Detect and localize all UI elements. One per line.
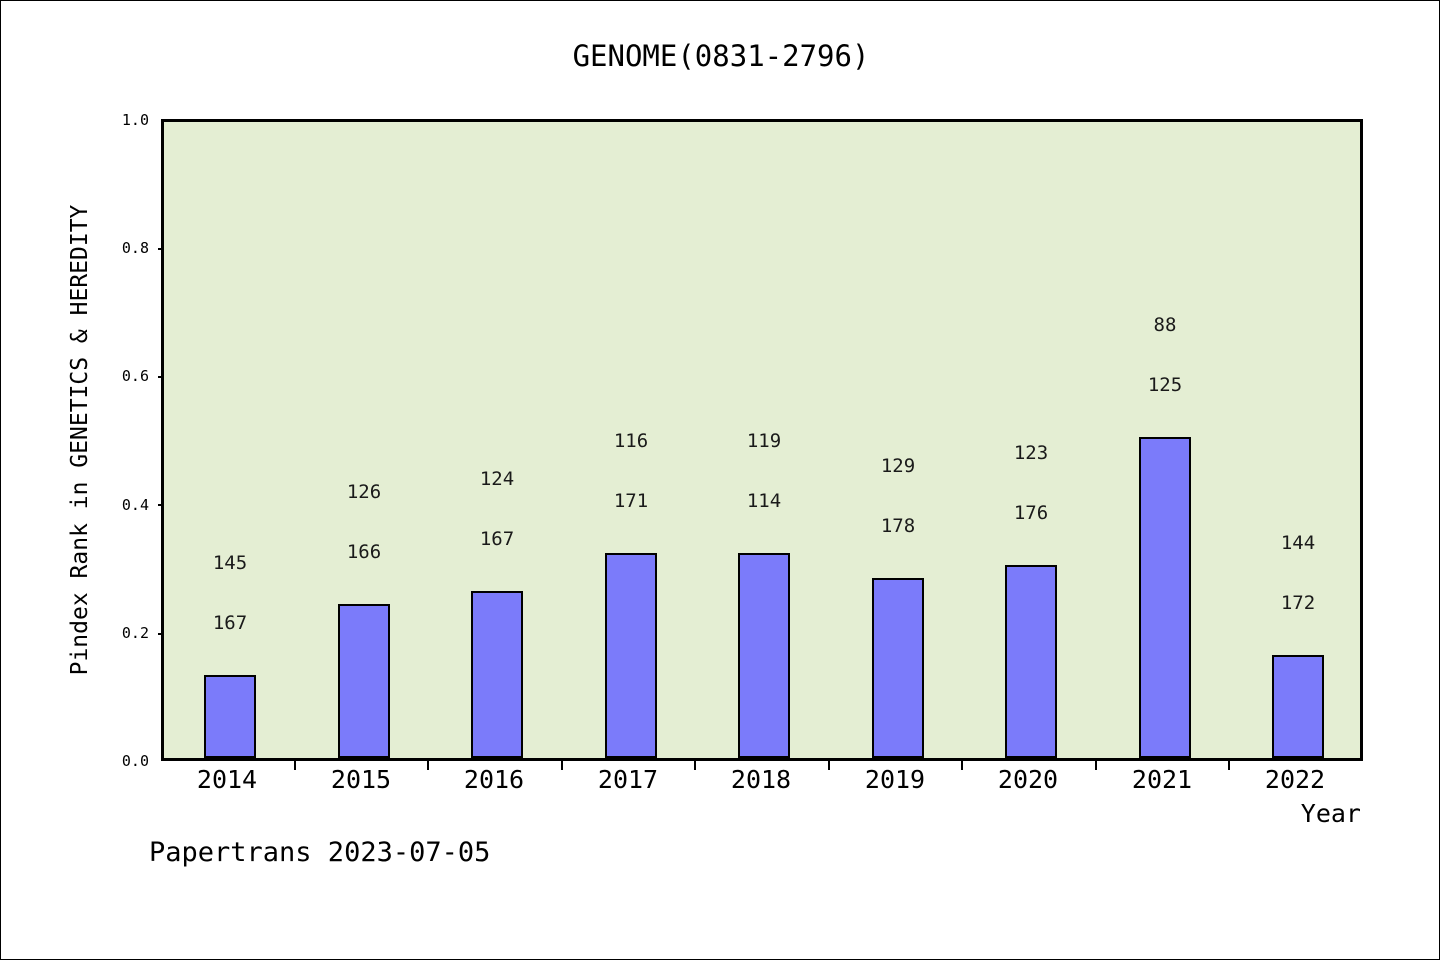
x-tick-label-2017: 2017 — [597, 765, 659, 794]
bar-label-2017-top: 116 — [613, 430, 649, 452]
x-tick-mark — [1228, 761, 1230, 770]
bar-label-2019-top: 129 — [880, 455, 916, 477]
bar-label-2019: 129 178 — [838, 416, 958, 576]
y-tick-label-0: 0.0 — [121, 752, 149, 770]
bar-2017[interactable] — [605, 553, 657, 758]
x-tick-mark — [294, 761, 296, 770]
bar-2019[interactable] — [872, 578, 924, 758]
y-tick-label-2: 0.4 — [121, 496, 149, 514]
bar-label-2014-top: 145 — [212, 552, 248, 574]
bar-label-2016-bottom: 167 — [479, 528, 515, 550]
bar-label-2022: 144 172 — [1238, 493, 1358, 653]
y-tick-label-4: 0.8 — [121, 239, 149, 257]
bar-label-2021-top: 88 — [1153, 314, 1177, 336]
y-axis-label: Pindex Rank in GENETICS & HEREDITY — [67, 204, 93, 676]
bar-label-2022-bottom: 172 — [1280, 592, 1316, 614]
bar-label-2017: 116 171 — [571, 391, 691, 551]
bar-label-2022-top: 144 — [1280, 532, 1316, 554]
x-tick-label-2022: 2022 — [1264, 765, 1326, 794]
chart-annotation: Papertrans 2023-07-05 — [149, 837, 491, 868]
bar-label-2019-bottom: 178 — [880, 515, 916, 537]
plot-area: 145 167 126 166 124 167 116 171 119 114 … — [161, 119, 1363, 761]
bar-label-2020: 123 176 — [971, 403, 1091, 563]
x-tick-mark — [427, 761, 429, 770]
bar-2018[interactable] — [738, 553, 790, 758]
x-tick-mark — [1095, 761, 1097, 770]
bar-label-2015-bottom: 166 — [346, 541, 382, 563]
bar-label-2018-bottom: 114 — [746, 490, 782, 512]
x-tick-mark — [828, 761, 830, 770]
bar-label-2016-top: 124 — [479, 468, 515, 490]
bar-label-2018-top: 119 — [746, 430, 782, 452]
x-tick-label-2021: 2021 — [1131, 765, 1193, 794]
x-tick-mark — [694, 761, 696, 770]
bar-label-2017-bottom: 171 — [613, 490, 649, 512]
bar-label-2018: 119 114 — [704, 391, 824, 551]
x-tick-label-2014: 2014 — [196, 765, 258, 794]
y-tick-label-3: 0.6 — [121, 367, 149, 385]
bar-label-2015-top: 126 — [346, 481, 382, 503]
x-tick-mark — [561, 761, 563, 770]
bar-label-2014-bottom: 167 — [212, 612, 248, 634]
x-tick-mark — [961, 761, 963, 770]
x-tick-label-2015: 2015 — [330, 765, 392, 794]
bar-2021[interactable] — [1139, 437, 1191, 758]
bar-2022[interactable] — [1272, 655, 1324, 758]
bar-2020[interactable] — [1005, 565, 1057, 758]
bar-label-2021: 88 125 — [1105, 275, 1225, 435]
x-axis-label: Year — [1300, 799, 1361, 828]
bar-label-2021-bottom: 125 — [1147, 374, 1183, 396]
plot-inner: 145 167 126 166 124 167 116 171 119 114 … — [164, 122, 1360, 758]
bar-2015[interactable] — [338, 604, 390, 758]
bar-label-2014: 145 167 — [170, 513, 290, 673]
bar-label-2016: 124 167 — [437, 429, 557, 589]
x-tick-label-2020: 2020 — [997, 765, 1059, 794]
bar-label-2015: 126 166 — [304, 442, 424, 602]
x-tick-label-2019: 2019 — [864, 765, 926, 794]
y-tick-label-1: 0.2 — [121, 624, 149, 642]
y-tick-label-5: 1.0 — [121, 111, 149, 129]
bar-label-2020-top: 123 — [1013, 442, 1049, 464]
x-tick-label-2018: 2018 — [730, 765, 792, 794]
bar-label-2020-bottom: 176 — [1013, 502, 1049, 524]
x-tick-label-2016: 2016 — [463, 765, 525, 794]
bar-2014[interactable] — [204, 675, 256, 758]
chart-title: GENOME(0831-2796) — [572, 39, 870, 73]
bar-2016[interactable] — [471, 591, 523, 758]
